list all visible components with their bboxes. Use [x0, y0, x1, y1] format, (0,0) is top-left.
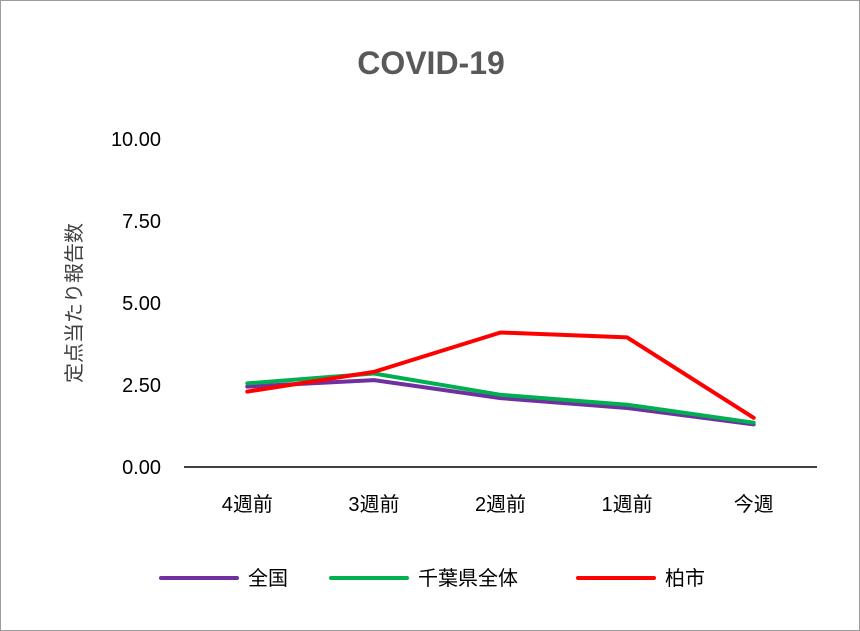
series-line-1: [245, 378, 756, 427]
x-tick-labels: 4週前 3週前 2週前 1週前 今週: [222, 493, 774, 516]
legend-label: 柏市: [665, 566, 705, 590]
y-tick-label: 5.00: [122, 293, 161, 315]
x-tick-label: 1週前: [602, 493, 653, 516]
x-tick-label: 2週前: [475, 493, 526, 516]
y-tick-label: 10.00: [111, 129, 161, 151]
legend: 全国 千葉県全体 柏市: [159, 566, 705, 590]
y-tick-labels: 0.00 2.50 5.00 7.50 10.00: [111, 129, 161, 479]
x-tick-label: 4週前: [222, 493, 273, 516]
y-axis-label: 定点当たり報告数: [62, 223, 86, 383]
legend-label: 全国: [248, 566, 288, 590]
series-lines: [245, 330, 756, 427]
y-tick-label: 7.50: [122, 211, 161, 233]
x-tick-label: 今週: [734, 493, 774, 516]
legend-label: 千葉県全体: [418, 566, 518, 590]
x-tick-label: 3週前: [348, 493, 399, 516]
y-tick-label: 0.00: [122, 457, 161, 479]
series-line-3: [245, 330, 756, 420]
chart-title: COVID-19: [357, 45, 505, 81]
y-tick-label: 2.50: [122, 375, 161, 397]
